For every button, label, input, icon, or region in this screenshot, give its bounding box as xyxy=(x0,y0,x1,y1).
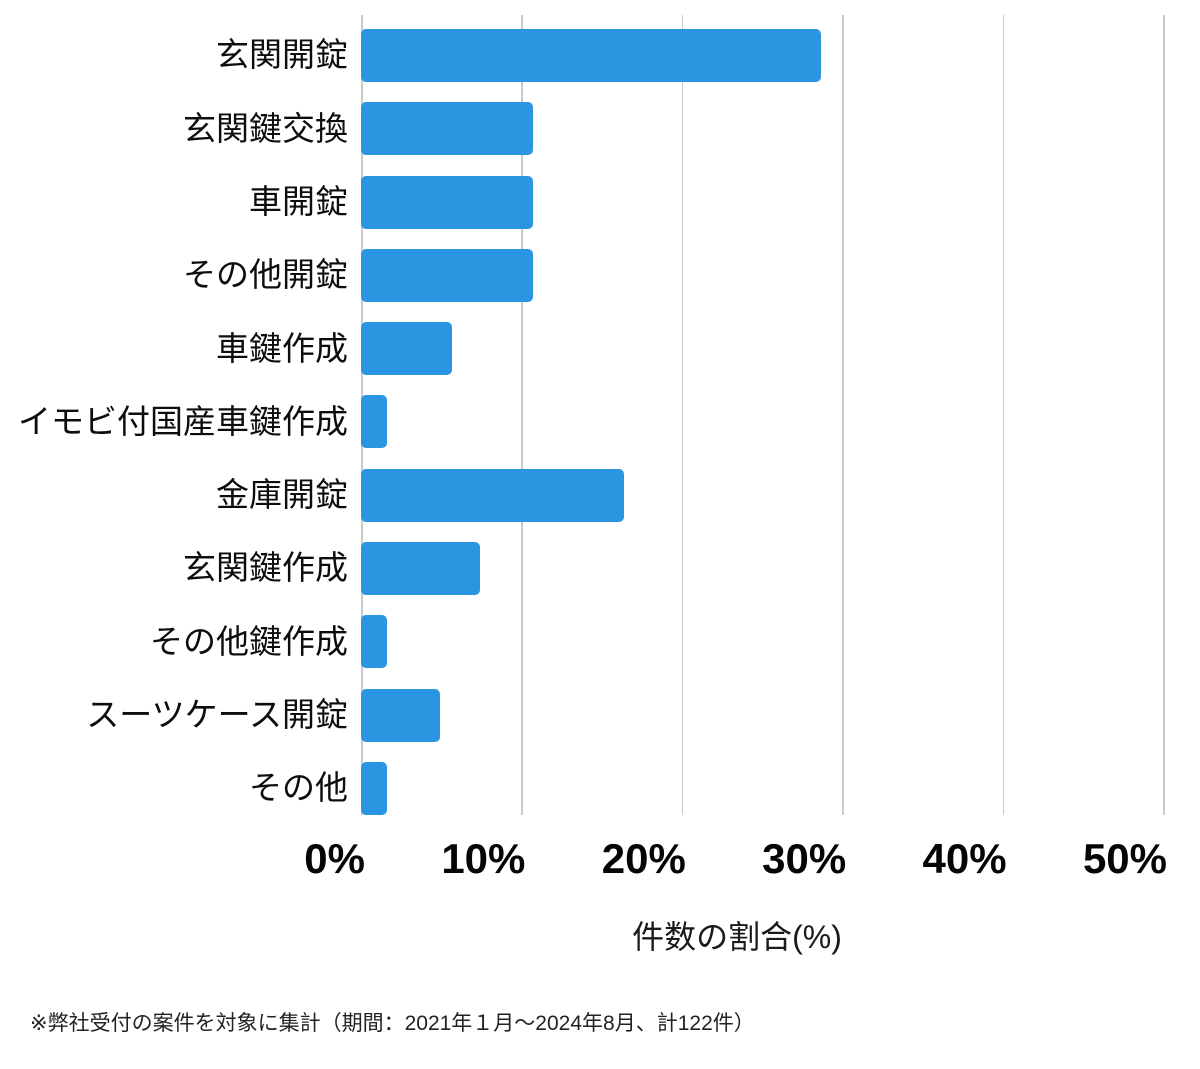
x-axis-title: 件数の割合(%) xyxy=(632,919,842,955)
footnote: ※弊社受付の案件を対象に集計（期間：2021年１月～2024年8月、計122件） xyxy=(30,1012,755,1035)
bar-track xyxy=(361,322,1163,376)
gridline-40 xyxy=(1002,15,1005,815)
bar-rows: 玄関開錠玄関鍵交換車開錠その他開錠車鍵作成イモビ付国産車鍵作成金庫開錠玄関鍵作成… xyxy=(0,19,1163,825)
chart-row: イモビ付国産車鍵作成 xyxy=(0,385,1163,458)
x-tick-label: 10% xyxy=(441,835,526,882)
gridline-20 xyxy=(681,15,684,815)
bar-イモビ付国産車鍵作成 xyxy=(361,395,387,449)
chart-row: 玄関鍵作成 xyxy=(0,532,1163,605)
category-label: 玄関鍵作成 xyxy=(183,549,348,587)
chart-row: その他鍵作成 xyxy=(0,605,1163,678)
x-tick-label: 50% xyxy=(1082,835,1167,882)
chart-row: 金庫開錠 xyxy=(0,459,1163,532)
bar-玄関鍵交換 xyxy=(361,102,533,156)
category-label: 車開錠 xyxy=(249,183,348,221)
chart-row: 玄関開錠 xyxy=(0,19,1163,92)
category-label: その他 xyxy=(249,769,348,807)
bar-track xyxy=(361,29,1163,83)
chart-row: スーツケース開錠 xyxy=(0,678,1163,751)
category-label: イモビ付国産車鍵作成 xyxy=(18,402,348,440)
bar-金庫開錠 xyxy=(361,468,625,522)
x-tick-label: 30% xyxy=(762,835,847,882)
bar-スーツケース開錠 xyxy=(361,688,440,742)
bar-track xyxy=(361,102,1163,156)
category-label: 玄関開錠 xyxy=(216,36,348,74)
bar-その他 xyxy=(361,761,387,815)
category-label: 金庫開錠 xyxy=(216,476,348,514)
x-tick-label: 0% xyxy=(304,835,365,882)
chart-row: 玄関鍵交換 xyxy=(0,92,1163,165)
x-tick-label: 40% xyxy=(922,835,1007,882)
bar-玄関鍵作成 xyxy=(361,541,480,595)
gridline-30 xyxy=(842,15,844,815)
x-axis-ticks: 0% 10% 20% 30% 40% 50% xyxy=(304,835,1167,886)
bar-車鍵作成 xyxy=(361,322,453,376)
chart-row: 車開錠 xyxy=(0,166,1163,239)
bar-track xyxy=(361,175,1163,229)
gridline-10 xyxy=(521,15,523,815)
category-label: スーツケース開錠 xyxy=(86,695,348,733)
chart-row: その他開錠 xyxy=(0,239,1163,312)
bar-track xyxy=(361,468,1163,522)
gridline-50 xyxy=(1163,15,1165,815)
bar-track xyxy=(361,395,1163,449)
bar-track xyxy=(361,615,1163,669)
bar-その他開錠 xyxy=(361,248,533,302)
chart-row: 車鍵作成 xyxy=(0,312,1163,385)
x-tick-label: 20% xyxy=(601,835,686,882)
chart-row: その他 xyxy=(0,752,1163,825)
category-label: その他鍵作成 xyxy=(150,622,348,660)
category-label: 玄関鍵交換 xyxy=(183,109,348,147)
category-label: 車鍵作成 xyxy=(216,329,348,367)
bar-track xyxy=(361,541,1163,595)
bar-track xyxy=(361,688,1163,742)
bar-track xyxy=(361,248,1163,302)
bar-車開錠 xyxy=(361,175,533,229)
bar-その他鍵作成 xyxy=(361,615,387,669)
category-label: その他開錠 xyxy=(183,256,348,294)
bar-track xyxy=(361,761,1163,815)
bar-玄関開錠 xyxy=(361,29,822,83)
